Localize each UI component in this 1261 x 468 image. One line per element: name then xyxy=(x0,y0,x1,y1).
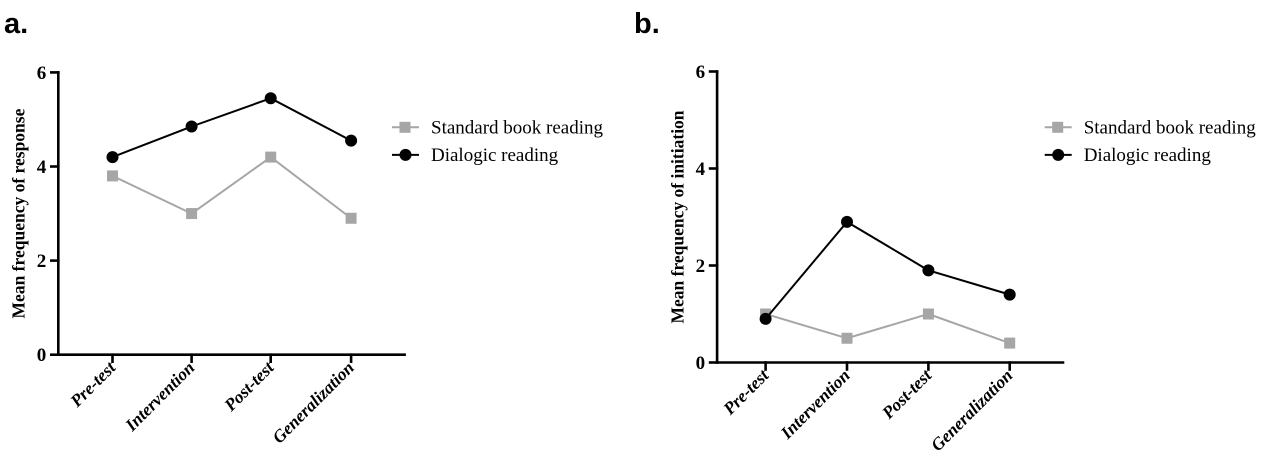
svg-text:Mean frequency of initiation: Mean frequency of initiation xyxy=(667,110,687,323)
svg-text:2: 2 xyxy=(696,256,706,277)
svg-text:6: 6 xyxy=(37,63,47,84)
svg-text:Intervention: Intervention xyxy=(120,357,198,435)
svg-text:Standard book reading: Standard book reading xyxy=(1084,117,1257,138)
svg-text:Standard book reading: Standard book reading xyxy=(431,117,604,138)
svg-text:Intervention: Intervention xyxy=(776,365,854,443)
svg-text:Post-test: Post-test xyxy=(219,357,278,416)
svg-text:Post-test: Post-test xyxy=(877,364,936,423)
svg-text:Dialogic reading: Dialogic reading xyxy=(1084,145,1212,166)
svg-text:Dialogic reading: Dialogic reading xyxy=(431,145,559,166)
svg-text:Pre-test: Pre-test xyxy=(718,364,773,419)
svg-text:0: 0 xyxy=(37,345,47,366)
svg-text:6: 6 xyxy=(696,62,706,83)
svg-text:0: 0 xyxy=(696,353,706,374)
svg-text:Pre-test: Pre-test xyxy=(65,357,120,412)
svg-text:Generalization: Generalization xyxy=(268,357,358,447)
svg-text:4: 4 xyxy=(37,157,47,178)
svg-text:Generalization: Generalization xyxy=(927,365,1017,455)
svg-text:4: 4 xyxy=(696,159,706,180)
svg-text:2: 2 xyxy=(37,251,47,272)
svg-text:Mean frequency of response: Mean frequency of response xyxy=(9,108,29,318)
